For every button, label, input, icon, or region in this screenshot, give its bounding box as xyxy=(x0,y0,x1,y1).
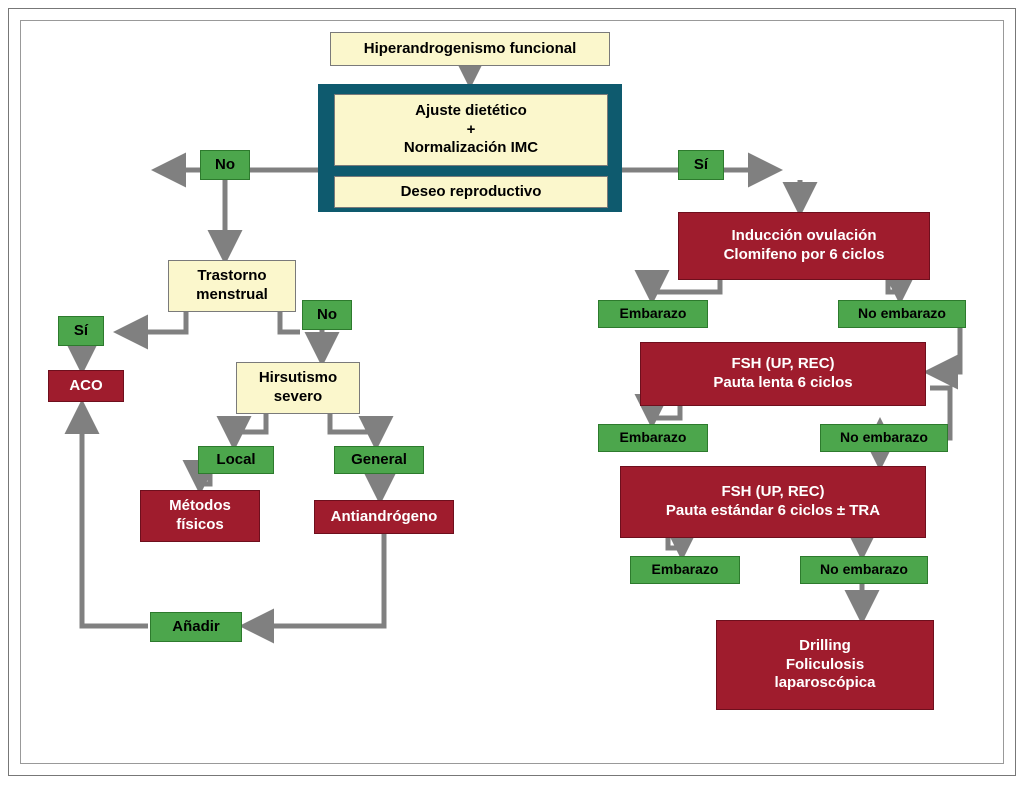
label-desire: Deseo reproductivo xyxy=(401,183,542,202)
box-anadir: Añadir xyxy=(150,612,242,642)
label-induccion: Inducción ovulación Clomifeno por 6 cicl… xyxy=(724,227,885,265)
label-no-left: No xyxy=(215,156,235,175)
label-si-right: Sí xyxy=(694,156,708,175)
label-title: Hiperandrogenismo funcional xyxy=(364,40,577,59)
label-hirsutismo: Hirsutismo severo xyxy=(259,369,337,407)
box-fsh2: FSH (UP, REC) Pauta estándar 6 ciclos ± … xyxy=(620,466,926,538)
label-diet: Ajuste dietético + Normalización IMC xyxy=(404,102,538,158)
box-noemb1: No embarazo xyxy=(838,300,966,328)
label-antiandrogeno: Antiandrógeno xyxy=(331,508,438,527)
label-metodos: Métodos físicos xyxy=(169,497,231,535)
label-emb3: Embarazo xyxy=(652,561,719,579)
flowchart-canvas: Hiperandrogenismo funcional Ajuste dieté… xyxy=(0,0,1024,785)
box-trastorno: Trastorno menstrual xyxy=(168,260,296,312)
box-no-left: No xyxy=(200,150,250,180)
box-noemb3: No embarazo xyxy=(800,556,928,584)
box-antiandrogeno: Antiandrógeno xyxy=(314,500,454,534)
box-emb3: Embarazo xyxy=(630,556,740,584)
label-noemb3: No embarazo xyxy=(820,561,908,579)
box-no-mid: No xyxy=(302,300,352,330)
box-emb2: Embarazo xyxy=(598,424,708,452)
label-noemb1: No embarazo xyxy=(858,305,946,323)
label-aco: ACO xyxy=(69,377,102,396)
box-drilling: Drilling Foliculosis laparoscópica xyxy=(716,620,934,710)
label-emb2: Embarazo xyxy=(620,429,687,447)
box-title: Hiperandrogenismo funcional xyxy=(330,32,610,66)
label-no-mid: No xyxy=(317,306,337,325)
box-fsh1: FSH (UP, REC) Pauta lenta 6 ciclos xyxy=(640,342,926,406)
label-noemb2: No embarazo xyxy=(840,429,928,447)
box-general: General xyxy=(334,446,424,474)
label-local: Local xyxy=(216,451,255,470)
label-fsh1: FSH (UP, REC) Pauta lenta 6 ciclos xyxy=(713,355,852,393)
box-induccion: Inducción ovulación Clomifeno por 6 cicl… xyxy=(678,212,930,280)
box-aco: ACO xyxy=(48,370,124,402)
box-metodos: Métodos físicos xyxy=(140,490,260,542)
label-trastorno: Trastorno menstrual xyxy=(196,267,268,305)
box-hirsutismo: Hirsutismo severo xyxy=(236,362,360,414)
label-si-left: Sí xyxy=(74,322,88,341)
label-emb1: Embarazo xyxy=(620,305,687,323)
label-fsh2: FSH (UP, REC) Pauta estándar 6 ciclos ± … xyxy=(666,483,880,521)
box-si-right: Sí xyxy=(678,150,724,180)
box-local: Local xyxy=(198,446,274,474)
label-anadir: Añadir xyxy=(172,618,220,637)
box-noemb2: No embarazo xyxy=(820,424,948,452)
box-diet: Ajuste dietético + Normalización IMC xyxy=(334,94,608,166)
box-desire: Deseo reproductivo xyxy=(334,176,608,208)
label-general: General xyxy=(351,451,407,470)
box-si-left: Sí xyxy=(58,316,104,346)
label-drilling: Drilling Foliculosis laparoscópica xyxy=(775,637,876,693)
box-emb1: Embarazo xyxy=(598,300,708,328)
